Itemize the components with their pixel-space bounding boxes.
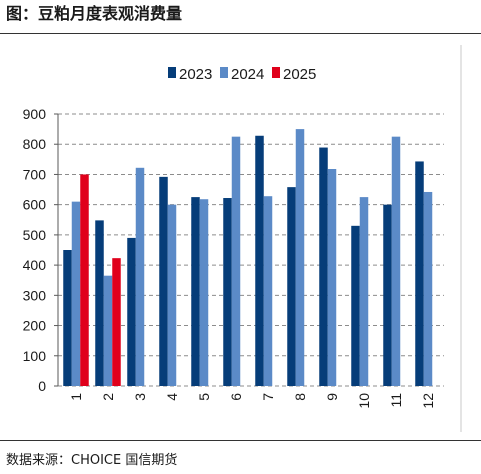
- bar-2024-month-7: [263, 196, 273, 386]
- bar-2024-month-5: [199, 199, 209, 386]
- bar-2023-month-1: [63, 250, 72, 386]
- legend-label-2023: 2023: [179, 66, 212, 83]
- source-divider: [0, 440, 481, 441]
- bar-2023-month-2: [95, 220, 104, 386]
- x-tick-label-6: 6: [228, 393, 244, 401]
- y-tick-label-400: 400: [23, 257, 47, 273]
- y-axis: 0 100 200 300 400 500 600 700 800 900: [23, 106, 59, 394]
- y-tick-label-800: 800: [23, 136, 47, 152]
- bar-2023-month-7: [255, 135, 264, 386]
- bar-2024-month-8: [295, 129, 305, 386]
- y-tick-label-0: 0: [38, 378, 46, 394]
- legend-swatch-2023: [168, 67, 176, 78]
- y-tick-label-500: 500: [23, 227, 47, 243]
- legend-swatch-2024: [220, 67, 228, 78]
- bars: [63, 129, 433, 386]
- title-divider: [0, 33, 481, 34]
- y-tick-label-900: 900: [23, 106, 47, 122]
- bar-2025-month-1: [80, 174, 89, 386]
- y-tick-label-100: 100: [23, 348, 47, 364]
- x-tick-label-3: 3: [132, 393, 148, 401]
- bar-2023-month-10: [351, 225, 360, 386]
- bar-2024-month-12: [423, 191, 433, 386]
- bar-2024-month-11: [391, 136, 401, 386]
- x-tick-label-1: 1: [68, 393, 84, 401]
- legend: 2023 2024 2025: [168, 66, 316, 83]
- bar-2024-month-2: [103, 275, 113, 386]
- legend-item-2023: 2023: [168, 66, 212, 83]
- bar-2025-month-2: [112, 258, 121, 386]
- y-tick-label-600: 600: [23, 197, 47, 213]
- x-tick-label-8: 8: [292, 393, 308, 401]
- bar-2024-month-6: [231, 136, 241, 386]
- y-tick-label-700: 700: [23, 166, 47, 182]
- bar-2023-month-5: [191, 197, 200, 386]
- x-tick-label-5: 5: [196, 393, 212, 401]
- y-tick-label-200: 200: [23, 318, 47, 334]
- x-tick-label-12: 12: [420, 393, 436, 409]
- legend-label-2024: 2024: [231, 66, 264, 83]
- x-tick-label-10: 10: [356, 393, 372, 409]
- bar-2023-month-9: [319, 147, 328, 386]
- bar-2023-month-6: [223, 198, 232, 386]
- bar-2023-month-4: [159, 176, 168, 386]
- legend-label-2025: 2025: [283, 66, 316, 83]
- gridlines: [58, 113, 444, 387]
- figure-title: 图：豆粕月度表观消费量: [6, 4, 183, 23]
- legend-item-2025: 2025: [272, 66, 316, 83]
- bar-2023-month-12: [415, 161, 424, 386]
- bar-2023-month-8: [287, 187, 296, 386]
- source-note: 数据来源：CHOICE 国信期货: [6, 453, 178, 468]
- bar-2024-month-3: [135, 167, 145, 386]
- x-tick-label-11: 11: [388, 393, 404, 408]
- bar-2024-month-4: [167, 204, 177, 386]
- legend-item-2024: 2024: [220, 66, 264, 83]
- x-tick-label-9: 9: [324, 393, 340, 401]
- bar-2023-month-3: [127, 237, 136, 386]
- bar-2024-month-10: [359, 197, 369, 386]
- legend-swatch-2025: [272, 67, 280, 78]
- y-tick-label-300: 300: [23, 287, 47, 303]
- x-tick-label-2: 2: [100, 393, 116, 401]
- bar-2024-month-1: [71, 201, 81, 386]
- x-tick-label-4: 4: [164, 393, 180, 401]
- bar-2023-month-11: [383, 204, 392, 386]
- bar-2024-month-9: [327, 169, 337, 386]
- x-tick-label-7: 7: [260, 393, 276, 401]
- x-axis: 1 2 3 4 5 6 7 8 9 10 11 12: [68, 393, 436, 409]
